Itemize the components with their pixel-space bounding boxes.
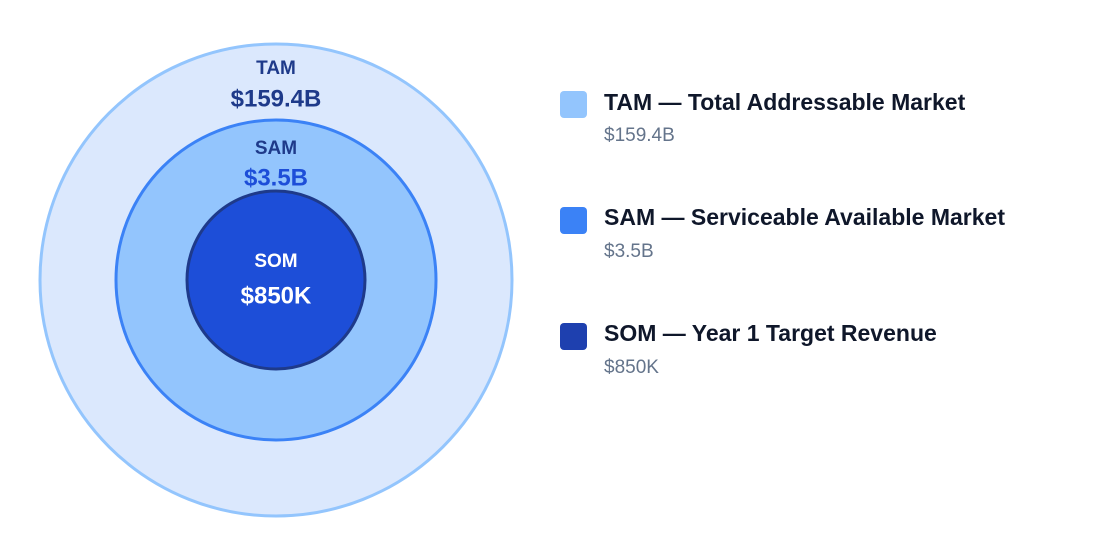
legend-title: TAM — Total Addressable Market [604, 89, 966, 115]
legend-swatch [560, 207, 587, 234]
som-label: SOM [254, 251, 297, 272]
som-circle [185, 189, 367, 371]
som-value: $850K [241, 282, 312, 309]
legend-swatch [560, 323, 587, 350]
legend-title: SAM — Serviceable Available Market [604, 204, 1005, 230]
tam-value: $159.4B [231, 85, 322, 112]
legend-value: $159.4B [604, 125, 675, 146]
tam-label: TAM [256, 58, 296, 79]
legend-swatch [560, 91, 587, 118]
legend-value: $850K [604, 357, 659, 378]
legend-value: $3.5B [604, 241, 654, 262]
sam-label: SAM [255, 138, 297, 159]
legend-title: SOM — Year 1 Target Revenue [604, 320, 937, 346]
sam-value: $3.5B [244, 164, 308, 191]
